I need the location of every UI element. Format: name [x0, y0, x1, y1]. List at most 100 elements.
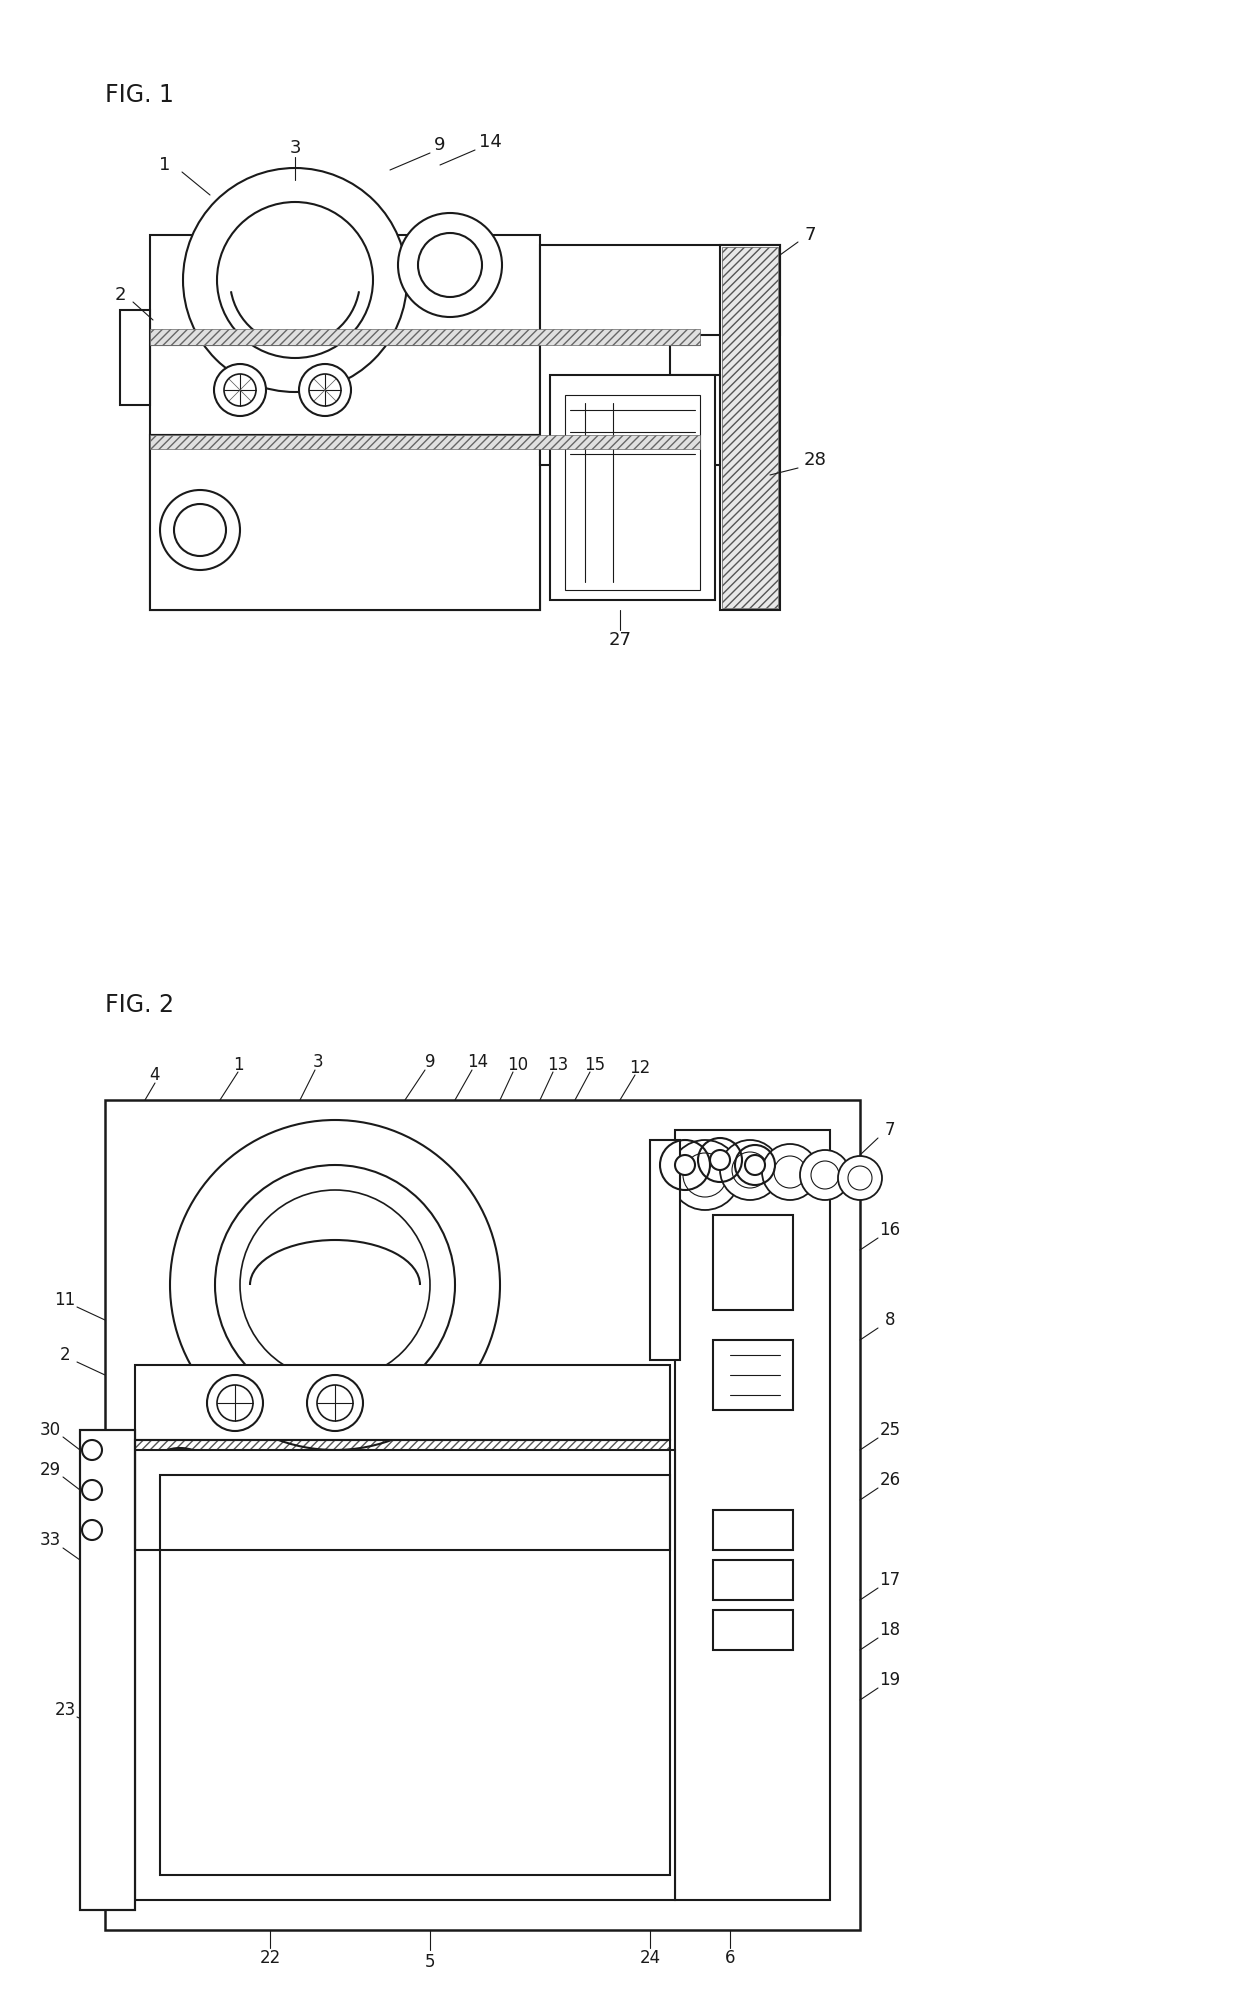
- Text: 16: 16: [879, 1222, 900, 1240]
- Polygon shape: [551, 375, 715, 601]
- Bar: [150, 329, 701, 345]
- Circle shape: [170, 1120, 500, 1449]
- Circle shape: [398, 214, 502, 317]
- Text: 14: 14: [479, 134, 501, 152]
- Bar: [713, 1611, 794, 1651]
- Text: 7: 7: [805, 226, 816, 244]
- Text: 8: 8: [885, 1311, 895, 1329]
- Text: 27: 27: [609, 631, 631, 649]
- Circle shape: [675, 1156, 694, 1176]
- Text: 2: 2: [114, 285, 125, 303]
- Text: 6: 6: [724, 1948, 735, 1966]
- Text: 33: 33: [40, 1531, 61, 1549]
- Circle shape: [317, 1385, 353, 1421]
- Text: 1: 1: [159, 156, 171, 174]
- Text: 26: 26: [879, 1471, 900, 1489]
- Circle shape: [241, 1190, 430, 1379]
- Polygon shape: [81, 1429, 135, 1910]
- Bar: [81, 1429, 135, 1910]
- Circle shape: [184, 168, 407, 391]
- Text: 23: 23: [55, 1701, 76, 1719]
- Circle shape: [207, 1375, 263, 1431]
- Circle shape: [811, 1162, 839, 1190]
- Polygon shape: [120, 309, 150, 405]
- Bar: [565, 395, 701, 591]
- Text: 13: 13: [547, 1056, 569, 1074]
- Bar: [830, 1100, 861, 1930]
- Circle shape: [224, 373, 255, 405]
- Text: 28: 28: [804, 451, 826, 469]
- Bar: [135, 1874, 675, 1900]
- Circle shape: [171, 1517, 198, 1545]
- Circle shape: [154, 1463, 206, 1517]
- Bar: [150, 435, 539, 611]
- Text: FIG. 1: FIG. 1: [105, 84, 174, 108]
- Circle shape: [763, 1144, 818, 1200]
- Circle shape: [683, 1154, 727, 1198]
- Polygon shape: [135, 1365, 670, 1439]
- Bar: [160, 1475, 670, 1874]
- Text: 12: 12: [630, 1060, 651, 1078]
- Polygon shape: [720, 246, 780, 611]
- Circle shape: [215, 363, 267, 415]
- Polygon shape: [135, 1439, 670, 1551]
- Polygon shape: [150, 236, 539, 611]
- Circle shape: [308, 1375, 363, 1431]
- Polygon shape: [675, 1130, 830, 1900]
- Bar: [105, 1900, 861, 1930]
- Polygon shape: [105, 1100, 861, 1930]
- Circle shape: [162, 1509, 207, 1553]
- Circle shape: [698, 1138, 742, 1182]
- Text: 22: 22: [259, 1948, 280, 1966]
- Circle shape: [418, 234, 482, 297]
- Circle shape: [299, 363, 351, 415]
- Circle shape: [217, 1385, 253, 1421]
- Bar: [105, 1100, 135, 1930]
- Text: 1: 1: [233, 1056, 243, 1074]
- Bar: [722, 248, 777, 609]
- Bar: [675, 1130, 711, 1900]
- Bar: [713, 1511, 794, 1551]
- Circle shape: [711, 1150, 730, 1170]
- Circle shape: [660, 1140, 711, 1190]
- Polygon shape: [539, 335, 720, 465]
- Circle shape: [174, 505, 226, 557]
- Bar: [795, 1130, 830, 1900]
- Circle shape: [670, 1140, 740, 1210]
- Text: 14: 14: [467, 1054, 489, 1072]
- Circle shape: [745, 1156, 765, 1176]
- Bar: [650, 1140, 680, 1359]
- Circle shape: [774, 1156, 806, 1188]
- Circle shape: [848, 1166, 872, 1190]
- Circle shape: [215, 1166, 455, 1405]
- Text: 25: 25: [879, 1421, 900, 1439]
- Bar: [713, 1561, 794, 1601]
- Circle shape: [838, 1156, 882, 1200]
- Bar: [81, 1429, 135, 1910]
- Circle shape: [138, 1447, 222, 1533]
- Text: 2: 2: [60, 1345, 71, 1363]
- Text: 17: 17: [879, 1571, 900, 1589]
- Circle shape: [720, 1140, 780, 1200]
- Text: FIG. 2: FIG. 2: [105, 992, 174, 1018]
- Circle shape: [735, 1146, 775, 1186]
- Text: 24: 24: [640, 1948, 661, 1966]
- Bar: [713, 1216, 794, 1309]
- Text: 11: 11: [55, 1291, 76, 1309]
- Circle shape: [160, 489, 241, 571]
- Circle shape: [82, 1439, 102, 1459]
- Text: 29: 29: [40, 1461, 61, 1479]
- Circle shape: [309, 373, 341, 405]
- Bar: [713, 1339, 794, 1409]
- Text: 3: 3: [312, 1054, 324, 1072]
- Text: 5: 5: [425, 1952, 435, 1970]
- Bar: [105, 1100, 861, 1130]
- Text: 19: 19: [879, 1671, 900, 1689]
- Polygon shape: [135, 1449, 675, 1900]
- Circle shape: [82, 1521, 102, 1541]
- Circle shape: [217, 202, 373, 357]
- Text: 18: 18: [879, 1621, 900, 1639]
- Bar: [539, 246, 780, 335]
- Text: 3: 3: [289, 140, 301, 158]
- Bar: [713, 1216, 794, 1309]
